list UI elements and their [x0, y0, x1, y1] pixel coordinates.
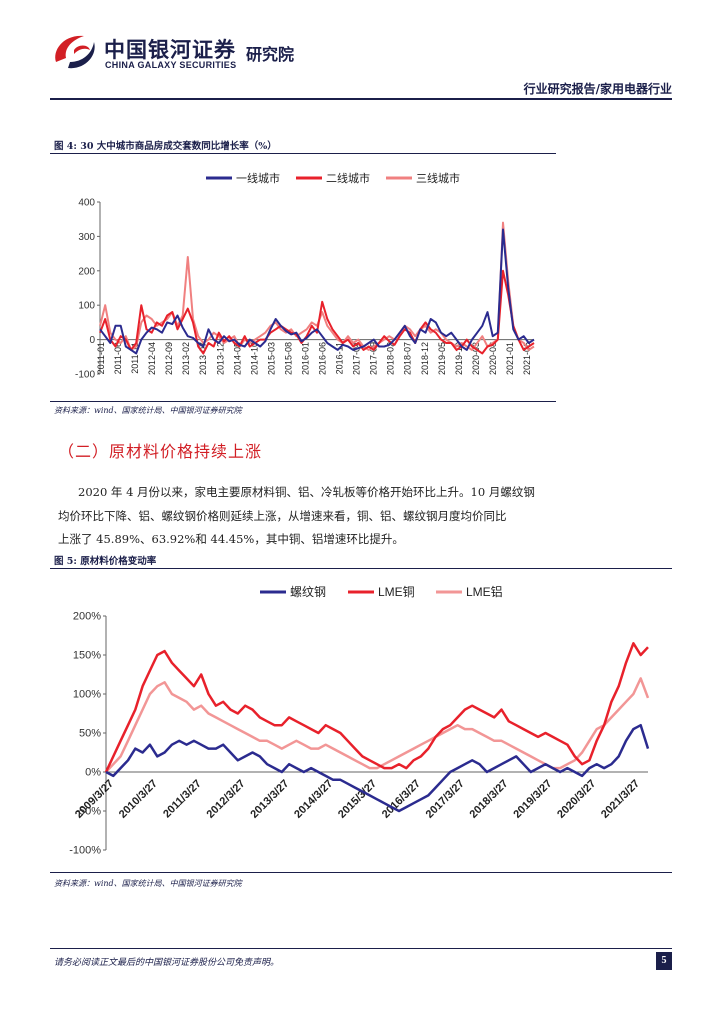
x-tick-label: 2020/3/27: [555, 778, 598, 821]
figure4-bottom-rule: [50, 401, 556, 402]
paragraph-line: 2020 年 4 月份以来，家电主要原材料铜、铝、冷轧板等价格开始环比上升。10…: [78, 485, 535, 499]
page-number: 5: [656, 952, 672, 970]
x-tick-label: 2018-07: [403, 342, 413, 375]
x-tick-label: 2010/3/27: [117, 778, 160, 821]
institute-label: 研究院: [246, 45, 295, 64]
x-tick-label: 2018-02: [386, 342, 396, 375]
footer-divider: [50, 948, 672, 949]
series-line-2: [104, 642, 649, 773]
x-tick-label: 2021/3/27: [599, 778, 642, 821]
x-tick-label: 2017-04: [352, 342, 362, 375]
y-tick-label: -100: [75, 370, 95, 381]
x-tick-label: 2015/3/27: [336, 778, 379, 821]
y-tick-label: 150%: [73, 650, 101, 662]
x-tick-label: 2016-06: [318, 342, 328, 375]
y-tick-label: 200: [78, 266, 95, 277]
figure5-bottom-rule: [50, 872, 672, 873]
x-tick-label: 2013-02: [181, 342, 191, 375]
report-type: 行业研究报告/家用电器行业: [523, 82, 672, 96]
x-tick-label: 2014/3/27: [292, 778, 335, 821]
x-tick-label: 2016/3/27: [380, 778, 423, 821]
legend-label: 三线城市: [416, 171, 460, 185]
y-tick-label: 400: [78, 198, 95, 209]
x-tick-label: 2015-08: [283, 342, 293, 375]
x-tick-label: 2013-12: [215, 342, 225, 375]
section-paragraph: 2020 年 4 月份以来，家电主要原材料铜、铝、冷轧板等价格开始环比上升。10…: [58, 481, 614, 552]
x-tick-label: 2012/3/27: [205, 778, 248, 821]
x-tick-label: 2020-08: [488, 342, 498, 375]
legend-label: LME铝: [466, 584, 503, 599]
x-tick-label: 2013/3/27: [248, 778, 291, 821]
legend-label: 一线城市: [236, 171, 280, 185]
figure4-title: 图 4: 30 大中城市商品房成交套数同比增长率（%）: [54, 141, 277, 152]
x-tick-label: 2014-05: [232, 342, 242, 375]
legend-label: 螺纹钢: [290, 585, 326, 599]
series-line-3: [105, 677, 650, 773]
x-tick-label: 2016-11: [335, 342, 345, 374]
x-tick-label: 2017/3/27: [424, 778, 467, 821]
x-tick-label: 2015-03: [266, 342, 276, 375]
paragraph-line: 均价环比下降、铝、螺纹钢价格则延续上涨，从增速来看，铜、铝、螺纹钢月度均价同比: [58, 508, 507, 523]
y-tick-label: 0%: [85, 767, 101, 779]
y-tick-label: 300: [78, 232, 95, 243]
figure5-chart: 200%150%100%50%0%-50%-100%2009/3/27 2010/…: [69, 584, 650, 857]
x-tick-label: 2016-01: [300, 342, 310, 375]
y-tick-label: -100%: [69, 845, 101, 857]
section-title: （二）原材料价格持续上涨: [58, 442, 263, 461]
series-line-1: [99, 228, 535, 355]
y-tick-label: 100: [78, 301, 95, 312]
x-tick-label: 2019-10: [454, 342, 464, 375]
x-tick-label: 2021-06: [522, 342, 532, 375]
series-line-2: [99, 269, 535, 355]
y-tick-label: 200%: [73, 611, 101, 623]
x-tick-label: 2014-10: [249, 342, 259, 375]
x-tick-label: 2020-03: [471, 342, 481, 375]
x-tick-label: 2018-12: [420, 342, 430, 375]
logo-chinese-name: 中国银河证券: [104, 38, 236, 62]
x-tick-label: 2011-01: [96, 342, 106, 374]
y-tick-label: 100%: [73, 689, 101, 701]
x-tick-label: 2017-09: [369, 342, 379, 375]
galaxy-logo-icon: [55, 35, 95, 69]
y-tick-label: 0: [89, 335, 95, 346]
figure4-top-rule: [50, 153, 556, 154]
x-tick-label: 2019-05: [437, 342, 447, 375]
x-tick-label: 2011/3/27: [161, 778, 204, 821]
header-divider: [50, 98, 672, 100]
x-tick-label: 2021-01: [505, 342, 515, 375]
legend-label: LME铜: [378, 584, 415, 599]
figure5-source: 资料来源：wind、国家统计局、中国银河证券研究院: [54, 879, 242, 888]
x-tick-label: 2012-09: [164, 342, 174, 375]
figure4-source: 资料来源：wind、国家统计局、中国银河证券研究院: [54, 406, 242, 415]
y-tick-label: 50%: [79, 728, 101, 740]
x-tick-label: 2011-06: [113, 342, 123, 374]
footer-disclaimer: 请务必阅读正文最后的中国银河证券股份公司免责声明。: [54, 958, 280, 968]
series-line-1: [105, 723, 650, 813]
legend-label: 二线城市: [326, 171, 370, 185]
x-tick-label: 2011-11: [130, 342, 140, 374]
x-tick-label: 2013-07: [198, 342, 208, 375]
paragraph-line: 上涨了 45.89%、63.92%和 44.45%，其中铜、铝增速环比提升。: [58, 532, 404, 546]
figure5-top-rule: [50, 568, 672, 569]
x-tick-label: 2012-04: [147, 342, 157, 375]
x-tick-label: 2018/3/27: [468, 778, 511, 821]
x-tick-label: 2019/3/27: [511, 778, 554, 821]
logo-english-name: CHINA GALAXY SECURITIES: [105, 60, 237, 70]
figure5-title: 图 5: 原材料价格变动率: [54, 556, 157, 567]
y-tick-label: -50%: [75, 806, 101, 818]
